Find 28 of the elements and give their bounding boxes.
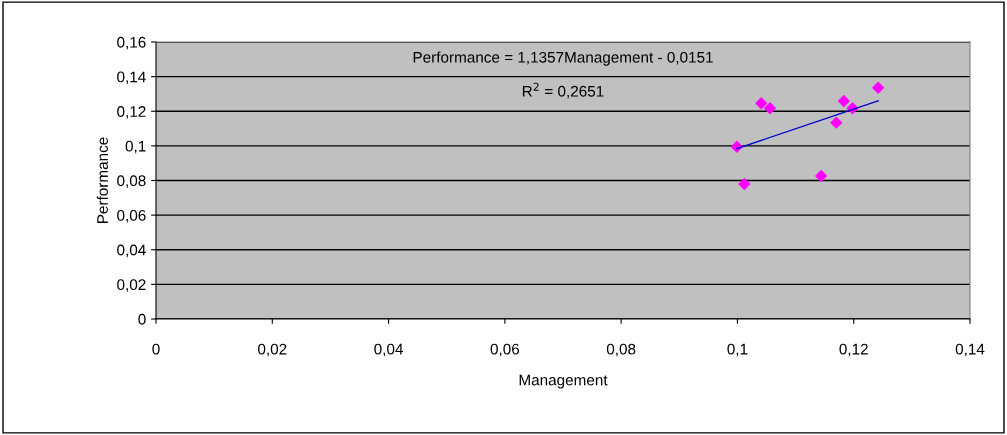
x-tick-label: 0,14 [955,343,985,357]
y-tick-label: 0,14 [117,71,146,85]
point [738,178,751,190]
annotation: R$^{2}$ = 0,2651 [522,82,604,99]
y-tick-label: 0,04 [117,244,146,258]
y-tick-label: 0,06 [117,209,146,223]
x-tick-label: 0,02 [258,343,287,357]
y-tick-label: 0,02 [117,279,146,292]
x-tick-label: 0 [152,343,160,355]
point [815,170,828,182]
x-tick-label: 0,1 [727,343,748,357]
point [764,102,776,115]
y-tick-label: 0,08 [117,175,146,188]
annotation: Performance = 1,1357Management - 0,0151 [413,51,713,66]
x-tick-label: 0,06 [490,343,520,357]
x-axis-title: Management [519,374,608,389]
y-tick-label: 0 [138,313,146,325]
y-tick-label: 0,16 [117,36,146,50]
point [872,81,885,94]
point [830,116,843,129]
y-axis-title: Performance [96,137,108,223]
x-tick-label: 0,04 [374,343,403,357]
point [837,95,850,107]
x-tick-label: 0,08 [606,343,636,357]
point [755,97,768,110]
y-tick-label: 0,12 [117,106,146,119]
y-tick-label: 0,1 [125,140,146,154]
x-tick-label: 0,12 [839,343,868,357]
